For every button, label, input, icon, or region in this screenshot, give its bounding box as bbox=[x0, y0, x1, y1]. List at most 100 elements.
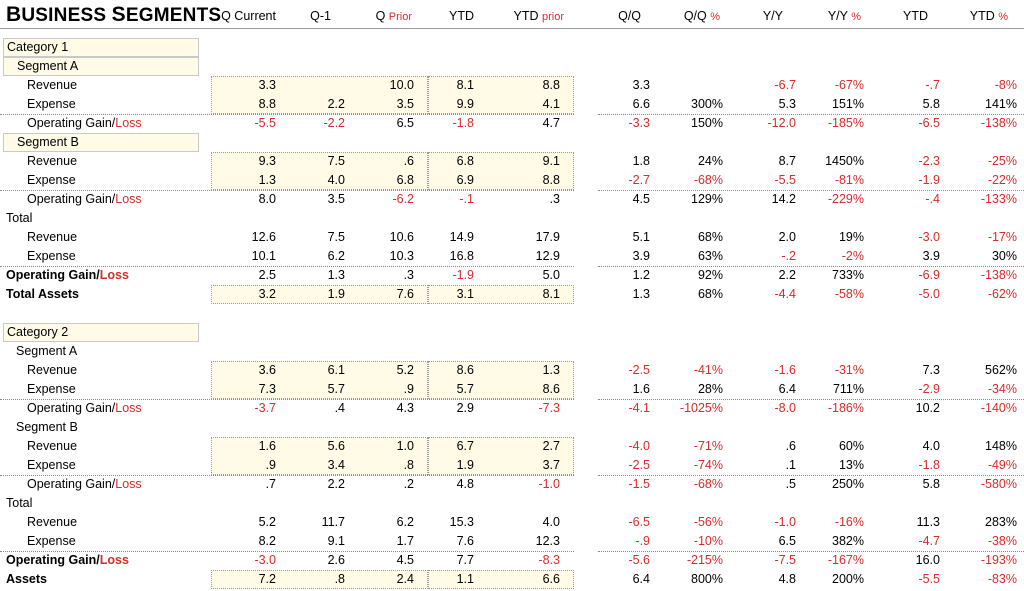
value-cell: -4.4 bbox=[774, 287, 796, 301]
input-cell-block bbox=[428, 361, 574, 399]
table-row: Revenue 9.3 7.5 .6 6.8 9.1 1.8 24% 8.7 1450% -2.3 -… bbox=[0, 152, 1024, 171]
value-cell: 6.6 bbox=[542, 572, 560, 586]
value-cell: 8.7 bbox=[778, 154, 796, 168]
row-label-text: Segment A bbox=[16, 344, 78, 358]
row-label: Operating Gain/Loss bbox=[6, 266, 129, 285]
value-cell: 63% bbox=[697, 249, 723, 263]
value-cell: -4.1 bbox=[628, 401, 650, 415]
table-row: Expense .9 3.4 .8 1.9 3.7 -2.5 -74% .1 13% -1.8 -49… bbox=[0, 456, 1024, 475]
header-text: Y/Y bbox=[762, 9, 783, 23]
value-cell: .1 bbox=[785, 458, 796, 472]
value-cell: 2.0 bbox=[778, 230, 796, 244]
row-label-text: Operating Gain/ bbox=[27, 401, 116, 415]
row-separator bbox=[598, 399, 1024, 400]
value-cell: 9.1 bbox=[327, 534, 345, 548]
header-text: Q-1 bbox=[310, 9, 331, 23]
value-cell: -1.0 bbox=[538, 477, 560, 491]
value-cell: 3.3 bbox=[258, 78, 276, 92]
value-cell: -8.0 bbox=[774, 401, 796, 415]
value-cell: .5 bbox=[785, 477, 796, 491]
value-cell: 150% bbox=[691, 116, 723, 130]
row-separator bbox=[598, 266, 1024, 267]
value-cell: 5.8 bbox=[922, 97, 940, 111]
header-accent-text: Prior bbox=[388, 11, 412, 23]
value-cell: -6.5 bbox=[918, 116, 940, 130]
value-cell: -22% bbox=[987, 173, 1017, 187]
row-label-text: Segment B bbox=[17, 135, 79, 149]
value-cell: -71% bbox=[693, 439, 723, 453]
row-label-text: Operating Gain/ bbox=[6, 553, 100, 567]
value-cell: 5.1 bbox=[632, 230, 650, 244]
input-cell-block bbox=[211, 285, 428, 304]
value-cell: -10% bbox=[693, 534, 723, 548]
value-cell: -1.9 bbox=[452, 268, 474, 282]
value-cell: 10.3 bbox=[389, 249, 414, 263]
value-cell: -1.8 bbox=[452, 116, 474, 130]
value-cell: -41% bbox=[693, 363, 723, 377]
input-cell-block bbox=[211, 152, 428, 190]
value-cell: -6.2 bbox=[392, 192, 414, 206]
row-label-text: Segment B bbox=[16, 420, 78, 434]
value-cell: 1450% bbox=[825, 154, 864, 168]
header-text: Q/Q bbox=[618, 9, 641, 23]
value-cell: 5.7 bbox=[456, 382, 474, 396]
header-text: Q bbox=[375, 9, 389, 23]
column-header: Y/Y % bbox=[828, 8, 861, 24]
row-label: Revenue bbox=[27, 437, 77, 456]
row-label: Revenue bbox=[27, 513, 77, 532]
header-accent-text: % bbox=[998, 11, 1008, 23]
value-cell: -5.5 bbox=[774, 173, 796, 187]
value-cell: 300% bbox=[691, 97, 723, 111]
value-cell: 5.8 bbox=[922, 477, 940, 491]
row-label-text: Revenue bbox=[27, 439, 78, 453]
value-cell: 2.2 bbox=[778, 268, 796, 282]
row-label-accent: Loss bbox=[115, 477, 142, 491]
value-cell: -580% bbox=[980, 477, 1017, 491]
value-cell: -7.3 bbox=[538, 401, 560, 415]
table-row: Category 2 bbox=[0, 323, 1024, 342]
input-cell-block bbox=[428, 437, 574, 475]
value-cell: -25% bbox=[987, 154, 1017, 168]
row-label: Total Assets bbox=[6, 285, 79, 304]
table-row: Expense 8.2 9.1 1.7 7.6 12.3 -.9 -10% 6.5 382% -4.… bbox=[0, 532, 1024, 551]
value-cell: 5.2 bbox=[258, 515, 276, 529]
table-row: Total bbox=[0, 209, 1024, 228]
table-row: Revenue 1.6 5.6 1.0 6.7 2.7 -4.0 -71% .6 60% 4.0 14… bbox=[0, 437, 1024, 456]
value-cell: 7.5 bbox=[327, 230, 345, 244]
row-label: Total bbox=[6, 494, 32, 513]
row-label-text: Category 1 bbox=[7, 40, 69, 54]
value-cell: 1.0 bbox=[396, 439, 414, 453]
value-cell: 7.7 bbox=[456, 553, 474, 567]
value-cell: -6.5 bbox=[628, 515, 650, 529]
value-cell: 10.2 bbox=[915, 401, 940, 415]
header-text: YTD bbox=[513, 9, 542, 23]
value-cell: 6.1 bbox=[327, 363, 345, 377]
value-cell: .2 bbox=[403, 477, 414, 491]
row-label-text: Expense bbox=[27, 458, 76, 472]
value-cell: -8.3 bbox=[538, 553, 560, 567]
value-cell: 2.2 bbox=[327, 477, 345, 491]
value-cell: 1.1 bbox=[456, 572, 474, 586]
value-cell: -62% bbox=[987, 287, 1017, 301]
value-cell: -2.5 bbox=[628, 363, 650, 377]
value-cell: 2.2 bbox=[327, 97, 345, 111]
value-cell: -3.0 bbox=[254, 553, 276, 567]
row-label: Segment B bbox=[16, 418, 78, 437]
value-cell: -186% bbox=[827, 401, 864, 415]
value-cell: 1.6 bbox=[632, 382, 650, 396]
value-cell: -3.0 bbox=[918, 230, 940, 244]
value-cell: 1.7 bbox=[396, 534, 414, 548]
table-row: Segment A bbox=[0, 57, 1024, 76]
table-row: Operating Gain/Loss 2.5 1.3 .3 -1.9 5.0 1.2 92%… bbox=[0, 266, 1024, 285]
value-cell: 141% bbox=[985, 97, 1017, 111]
value-cell: -2% bbox=[841, 249, 864, 263]
value-cell: 283% bbox=[985, 515, 1017, 529]
value-cell: 3.6 bbox=[258, 363, 276, 377]
value-cell: -2.7 bbox=[628, 173, 650, 187]
column-header: YTD % bbox=[970, 8, 1008, 24]
table-row: Expense 8.8 2.2 3.5 9.9 4.1 6.6 300% 5.3 151% 5.8 1… bbox=[0, 95, 1024, 114]
value-cell: -56% bbox=[693, 515, 723, 529]
value-cell: -6.7 bbox=[774, 78, 796, 92]
table-row: Expense 1.3 4.0 6.8 6.9 8.8 -2.7 -68% -5.5 -81% -1… bbox=[0, 171, 1024, 190]
header-text: YTD bbox=[449, 9, 474, 23]
